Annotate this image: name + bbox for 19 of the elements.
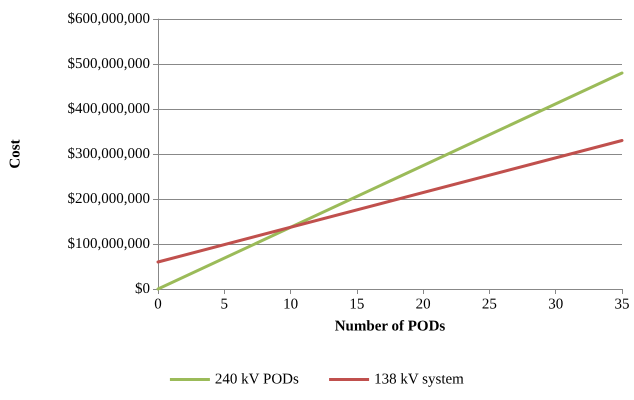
x-tick-label: 0 (154, 296, 162, 312)
x-tick-label: 5 (220, 296, 228, 312)
y-tick-label: $100,000,000 (68, 236, 150, 252)
y-tick-label: $300,000,000 (68, 146, 150, 162)
legend-label: 138 kV system (374, 372, 464, 388)
legend-label: 240 kV PODs (214, 372, 299, 388)
y-tick-label: $200,000,000 (68, 191, 150, 207)
x-axis-title: Number of PODs (334, 318, 446, 334)
y-tick-label: $500,000,000 (68, 56, 150, 72)
y-axis-title: Cost (8, 139, 24, 169)
y-tick-label: $600,000,000 (68, 11, 150, 27)
x-tick-label: 20 (416, 296, 431, 312)
x-tick-label: 15 (349, 296, 364, 312)
x-tick-label: 35 (614, 296, 630, 312)
x-tick-label: 30 (548, 296, 564, 312)
y-tick-label: $400,000,000 (68, 101, 150, 117)
x-tick-label: 25 (482, 296, 497, 312)
y-tick-label: $0 (135, 281, 150, 297)
x-tick-label: 10 (283, 296, 298, 312)
